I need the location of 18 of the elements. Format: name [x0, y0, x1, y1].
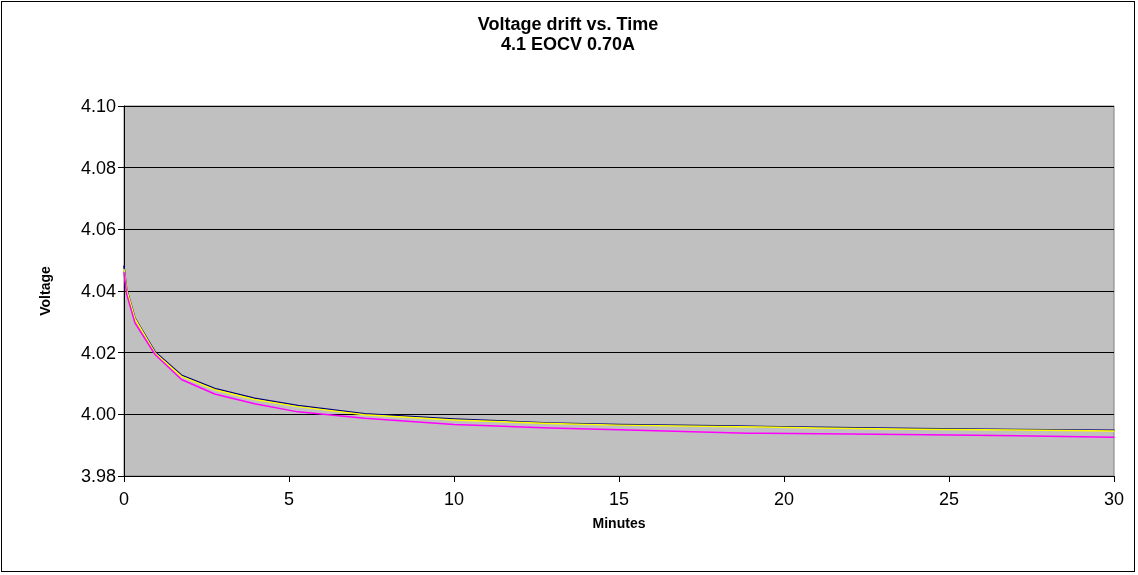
x-tick-label: 25: [938, 489, 960, 509]
x-tick-label: 10: [443, 489, 465, 509]
y-tick-label: 4.10: [80, 96, 116, 116]
y-tick-label: 4.04: [80, 281, 116, 301]
chart-title: Voltage drift vs. Time: [477, 14, 659, 34]
x-tick-label: 5: [283, 489, 295, 509]
x-tick-label: 0: [118, 489, 130, 509]
y-tick-label: 4.08: [80, 157, 116, 178]
y-tick-label: 3.98: [80, 466, 116, 486]
y-tick-label: 4.02: [80, 342, 116, 363]
y-tick-label: 4.00: [80, 404, 116, 425]
x-axis-title: Minutes: [592, 515, 646, 531]
x-tick-label: 30: [1103, 489, 1125, 509]
x-tick-label: 20: [773, 489, 795, 509]
x-tick-label: 15: [608, 489, 630, 509]
chart-subtitle: 4.1 EOCV 0.70A: [500, 34, 636, 54]
y-tick-label: 4.06: [80, 219, 116, 240]
y-axis-title: Voltage: [37, 266, 53, 316]
